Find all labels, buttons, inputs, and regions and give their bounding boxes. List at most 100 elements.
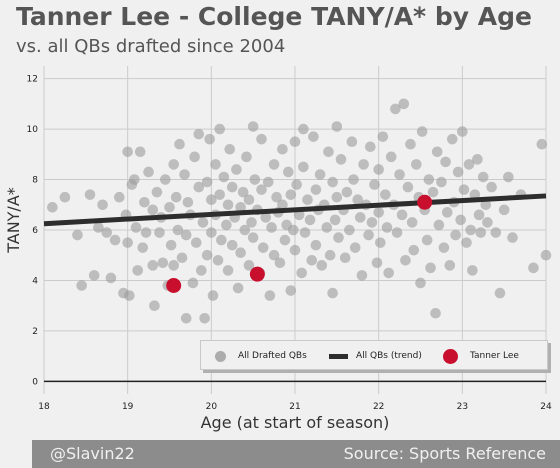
data-point [308, 131, 319, 142]
data-point [195, 265, 207, 276]
data-point [193, 181, 205, 193]
data-point [296, 267, 307, 279]
data-point [264, 290, 276, 301]
data-point [396, 209, 408, 221]
x-tick-label: 21 [289, 402, 300, 412]
data-point [365, 141, 376, 153]
data-point [423, 174, 435, 185]
legend-label-tanner-lee: Tanner Lee [470, 351, 519, 361]
data-point [458, 184, 470, 195]
data-point [84, 189, 96, 200]
data-point [408, 244, 420, 256]
data-point [467, 265, 478, 276]
y-tick-label: 12 [27, 75, 38, 85]
data-point [327, 287, 338, 299]
data-point [427, 186, 439, 198]
data-point [465, 224, 477, 236]
data-point [224, 143, 236, 155]
data-point [164, 201, 175, 213]
data-point [390, 103, 401, 115]
data-point [197, 217, 209, 228]
data-point [212, 254, 224, 266]
data-point [455, 214, 466, 226]
data-point [398, 98, 410, 110]
data-point [452, 166, 464, 178]
data-point [168, 260, 179, 271]
legend-label-drafted: All Drafted QBs [238, 351, 307, 361]
data-point [352, 194, 364, 206]
data-point [385, 151, 397, 163]
data-point [507, 232, 518, 243]
data-point [174, 138, 185, 150]
data-point [421, 234, 433, 246]
legend-item-trend: All QBs (trend) [329, 341, 422, 371]
data-point [446, 133, 458, 145]
data-point [179, 169, 190, 180]
data-point [327, 176, 338, 188]
data-point [214, 189, 225, 200]
data-point [279, 234, 291, 246]
data-point [237, 186, 249, 198]
data-point [88, 270, 100, 281]
data-point [147, 204, 159, 216]
data-point [383, 267, 395, 279]
data-point [482, 217, 493, 228]
data-point [438, 242, 450, 253]
data-point [140, 227, 152, 238]
footer-credit: @Slavin22 [50, 444, 135, 463]
data-point [316, 260, 328, 271]
data-point [415, 277, 426, 289]
data-point [231, 164, 242, 175]
data-point [206, 194, 217, 206]
data-point [406, 217, 418, 228]
data-point [206, 227, 217, 238]
data-point [490, 227, 502, 238]
data-point [239, 224, 251, 236]
data-point [243, 260, 255, 271]
y-tick-label: 10 [27, 125, 39, 135]
y-tick-label: 4 [32, 276, 38, 286]
data-point [257, 242, 269, 253]
data-point [165, 239, 177, 251]
x-tick-label: 19 [122, 402, 134, 412]
data-point [344, 224, 355, 236]
x-tick-label: 23 [457, 402, 468, 412]
data-point [189, 151, 200, 163]
data-point [405, 138, 416, 150]
legend-line-icon [329, 353, 348, 359]
data-point [268, 159, 280, 170]
data-point [433, 219, 445, 231]
data-point [149, 300, 160, 311]
data-point [262, 176, 274, 188]
data-point [170, 191, 182, 203]
data-point [400, 254, 411, 266]
data-point [180, 229, 192, 241]
data-point [310, 239, 322, 251]
data-point [463, 159, 475, 170]
data-point [114, 191, 125, 203]
highlight-point [249, 266, 265, 282]
footer-source: Source: Sports Reference [343, 444, 546, 463]
data-point [536, 138, 548, 150]
data-point [441, 207, 453, 218]
data-point [235, 201, 246, 213]
data-point [444, 260, 456, 271]
data-point [222, 199, 234, 211]
data-point [271, 191, 282, 203]
y-tick-label: 6 [32, 226, 38, 236]
data-point [221, 219, 232, 231]
data-point [260, 212, 272, 223]
data-point [247, 121, 259, 132]
data-point [105, 272, 117, 284]
legend: All Drafted QBs All QBs (trend) Tanner L… [200, 340, 548, 370]
highlight-point [417, 194, 433, 210]
data-point [430, 307, 441, 319]
data-point [494, 287, 506, 299]
data-point [147, 260, 159, 271]
data-point [187, 277, 199, 289]
data-point [249, 174, 261, 185]
data-point [373, 164, 384, 175]
data-point [201, 249, 213, 261]
data-point [358, 159, 369, 170]
data-point [288, 224, 299, 236]
